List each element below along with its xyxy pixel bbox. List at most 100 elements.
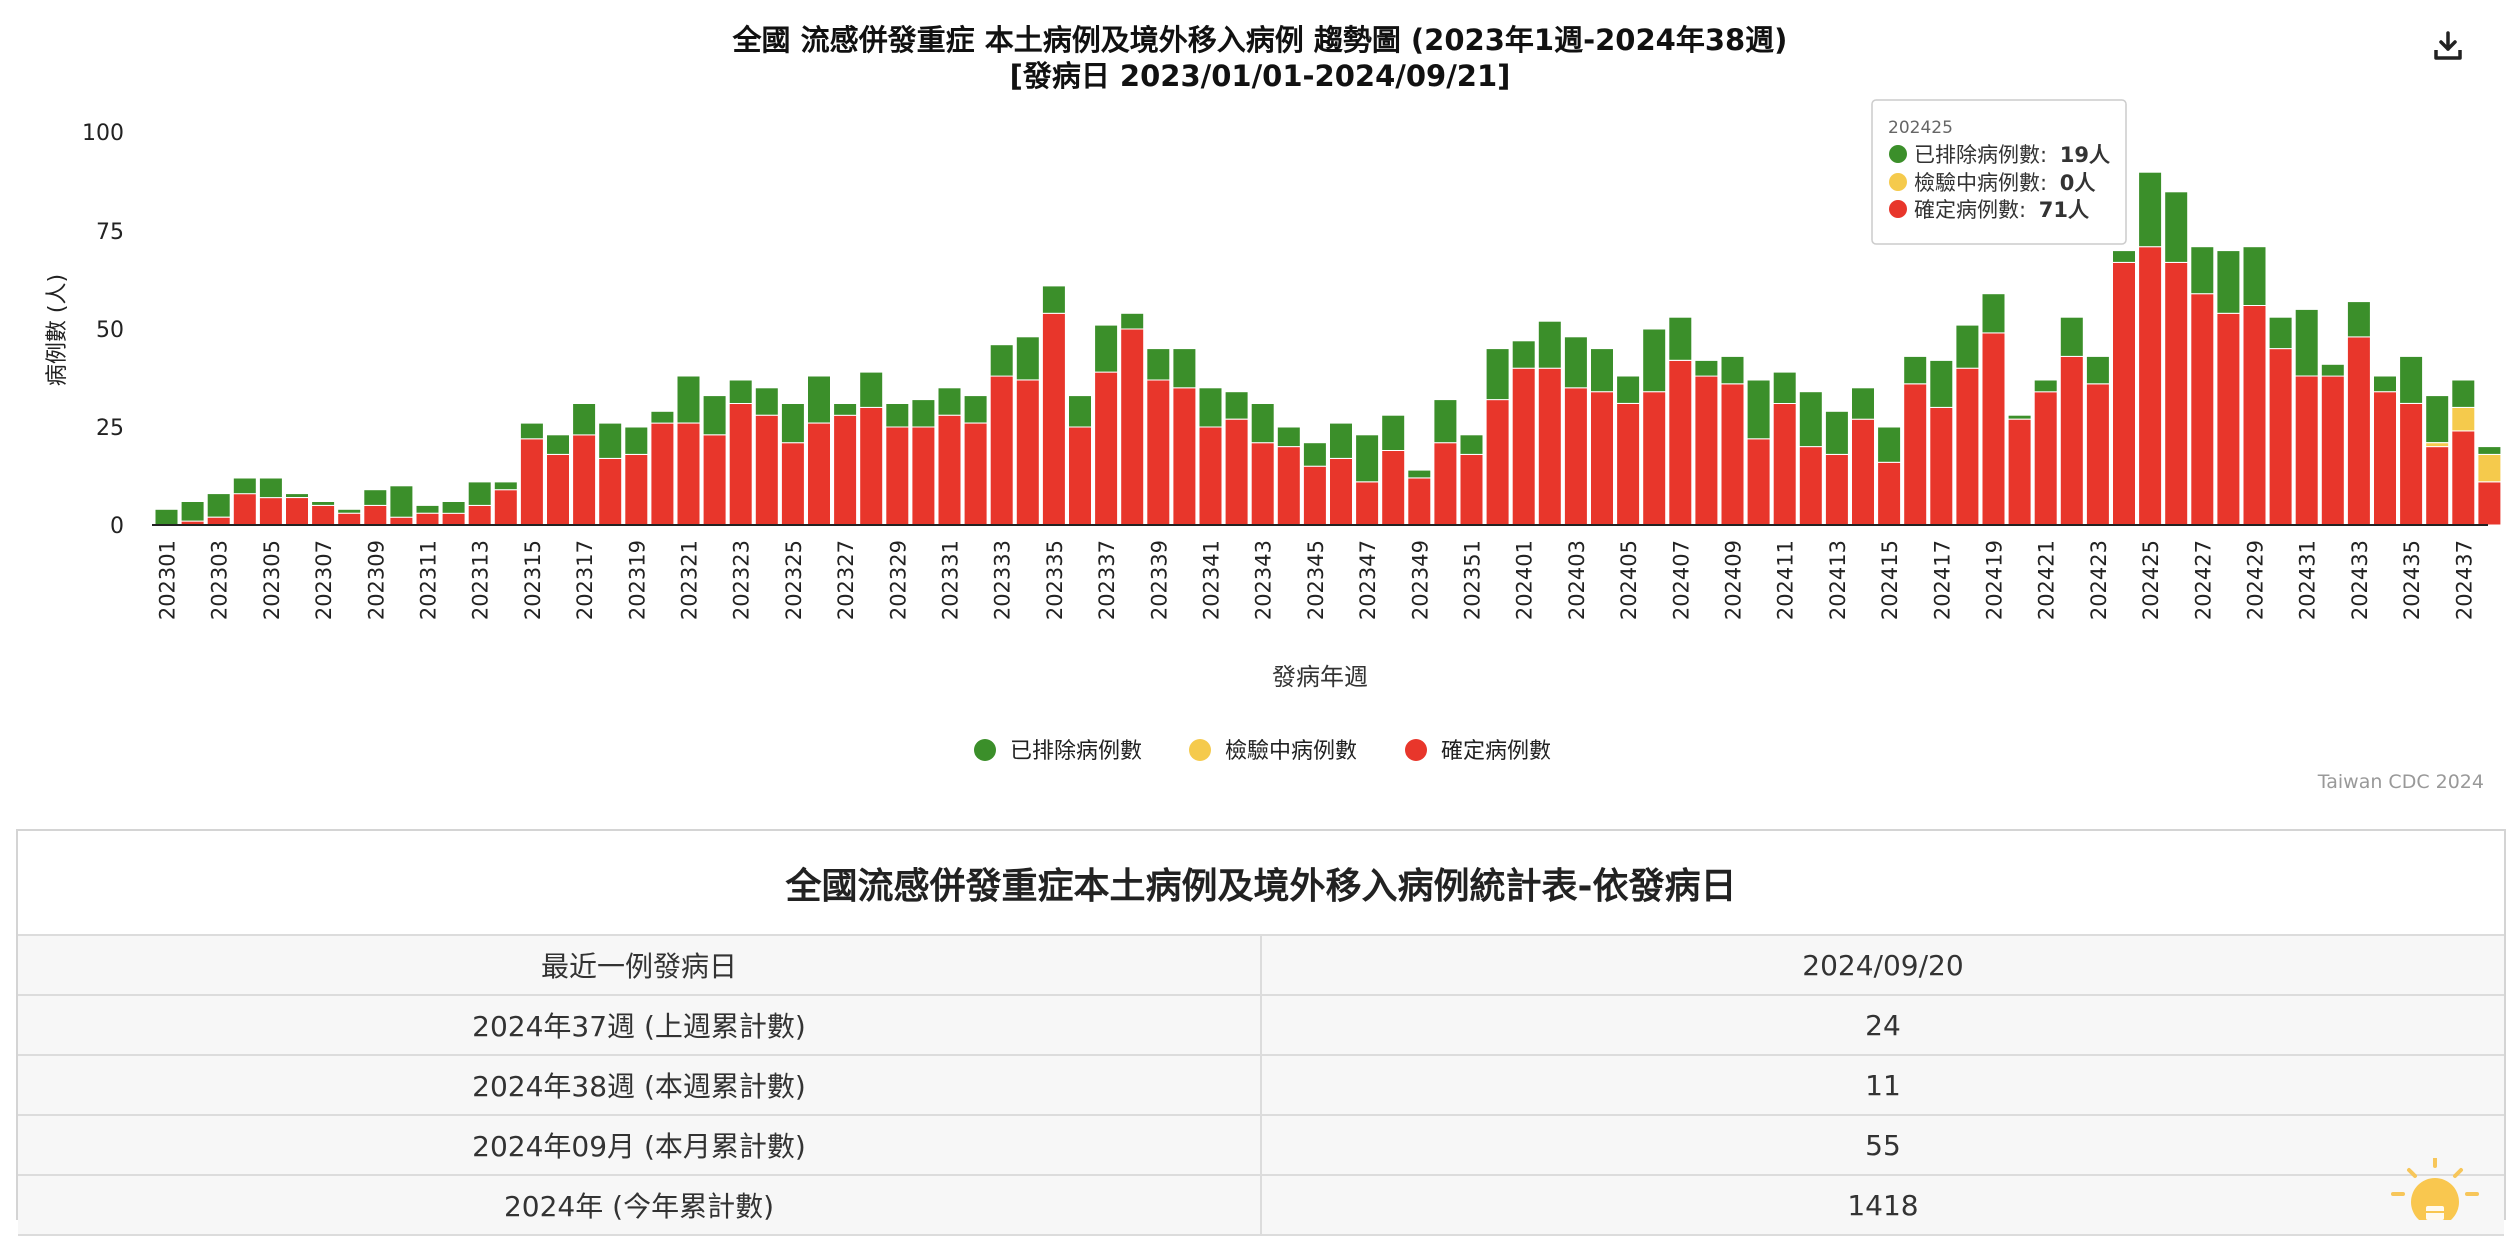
bar-confirmed[interactable] — [2164, 261, 2189, 526]
bar-excluded[interactable] — [180, 501, 205, 522]
bar-excluded[interactable] — [1015, 336, 1040, 381]
bar-confirmed[interactable] — [232, 493, 257, 526]
bar-confirmed[interactable] — [1250, 442, 1275, 526]
bar-confirmed[interactable] — [389, 516, 414, 526]
bar-excluded[interactable] — [780, 403, 805, 444]
bar-confirmed[interactable] — [2033, 391, 2058, 526]
bar-excluded[interactable] — [389, 485, 414, 518]
bar-confirmed[interactable] — [1877, 461, 1902, 526]
bar-confirmed[interactable] — [1720, 383, 1745, 526]
bar-excluded[interactable] — [2451, 379, 2476, 408]
bar-confirmed[interactable] — [1772, 403, 1797, 526]
bar-excluded[interactable] — [1929, 359, 1954, 408]
legend-item-confirmed[interactable]: 確定病例數 — [1405, 739, 1551, 764]
bar-testing[interactable] — [2451, 406, 2476, 432]
bar-excluded[interactable] — [963, 395, 988, 424]
bar-excluded[interactable] — [1590, 348, 1614, 393]
bar-excluded[interactable] — [1459, 434, 1484, 455]
bar-confirmed[interactable] — [1668, 359, 1693, 526]
bar-excluded[interactable] — [2190, 246, 2215, 295]
bar-confirmed[interactable] — [1433, 442, 1458, 526]
bar-confirmed[interactable] — [206, 516, 231, 526]
bar-excluded[interactable] — [2346, 301, 2371, 338]
bar-confirmed[interactable] — [1485, 399, 1510, 526]
bar-excluded[interactable] — [1824, 410, 1849, 455]
bar-excluded[interactable] — [1877, 426, 1902, 463]
bar-confirmed[interactable] — [2059, 355, 2084, 526]
bar-confirmed[interactable] — [937, 414, 962, 526]
bar-excluded[interactable] — [206, 493, 231, 518]
bar-confirmed[interactable] — [1798, 446, 1823, 526]
bar-excluded[interactable] — [154, 508, 179, 526]
bar-excluded[interactable] — [624, 426, 649, 455]
bar-excluded[interactable] — [1955, 324, 1980, 369]
bar-excluded[interactable] — [1329, 422, 1353, 459]
bar-excluded[interactable] — [285, 493, 309, 499]
bar-confirmed[interactable] — [1903, 383, 1928, 526]
bar-confirmed[interactable] — [1824, 453, 1849, 526]
bar-confirmed[interactable] — [258, 497, 283, 526]
bar-excluded[interactable] — [1094, 324, 1119, 373]
bar-confirmed[interactable] — [859, 406, 884, 526]
bar-excluded[interactable] — [363, 489, 388, 506]
bar-confirmed[interactable] — [1120, 328, 1145, 526]
bar-confirmed[interactable] — [546, 453, 570, 526]
bar-excluded[interactable] — [859, 371, 884, 408]
bar-excluded[interactable] — [2477, 446, 2502, 455]
bar-confirmed[interactable] — [1146, 379, 1171, 526]
bar-excluded[interactable] — [676, 375, 701, 424]
bar-excluded[interactable] — [989, 344, 1014, 377]
bar-excluded[interactable] — [232, 477, 257, 495]
bar-confirmed[interactable] — [2190, 293, 2215, 526]
bar-excluded[interactable] — [441, 501, 466, 514]
bar-excluded[interactable] — [1903, 355, 1928, 385]
bar-confirmed[interactable] — [1616, 403, 1641, 526]
bar-excluded[interactable] — [1694, 359, 1719, 377]
bar-excluded[interactable] — [1616, 375, 1641, 404]
bar-confirmed[interactable] — [1068, 426, 1092, 526]
bar-excluded[interactable] — [1407, 469, 1432, 479]
bar-confirmed[interactable] — [415, 512, 440, 526]
bar-confirmed[interactable] — [519, 438, 544, 526]
bar-excluded[interactable] — [807, 375, 831, 424]
bar-confirmed[interactable] — [911, 426, 936, 526]
bar-confirmed[interactable] — [1459, 453, 1484, 526]
bar-excluded[interactable] — [467, 481, 492, 506]
bar-excluded[interactable] — [1485, 348, 1510, 401]
bar-excluded[interactable] — [650, 410, 675, 424]
bar-excluded[interactable] — [2425, 395, 2450, 444]
bar-confirmed[interactable] — [1329, 457, 1353, 526]
bar-confirmed[interactable] — [1198, 426, 1223, 526]
bar-excluded[interactable] — [2007, 414, 2032, 420]
bar-confirmed[interactable] — [1355, 481, 1380, 526]
bar-excluded[interactable] — [937, 387, 962, 416]
bar-confirmed[interactable] — [1172, 387, 1197, 526]
bar-excluded[interactable] — [2294, 308, 2319, 377]
bar-confirmed[interactable] — [1015, 379, 1040, 526]
bar-confirmed[interactable] — [1955, 367, 1980, 526]
bar-excluded[interactable] — [1224, 391, 1249, 420]
bar-confirmed[interactable] — [963, 422, 988, 526]
bar-confirmed[interactable] — [311, 504, 336, 526]
bar-confirmed[interactable] — [1981, 332, 2006, 526]
bar-confirmed[interactable] — [676, 422, 701, 526]
bar-excluded[interactable] — [702, 395, 727, 436]
bar-confirmed[interactable] — [1929, 406, 1954, 526]
bar-confirmed[interactable] — [728, 403, 753, 526]
bar-excluded[interactable] — [1772, 371, 1797, 405]
bar-excluded[interactable] — [885, 403, 910, 428]
bar-confirmed[interactable] — [2268, 348, 2293, 526]
bar-confirmed[interactable] — [807, 422, 831, 526]
bar-confirmed[interactable] — [1407, 477, 1432, 526]
bar-confirmed[interactable] — [2451, 430, 2476, 526]
bar-confirmed[interactable] — [2346, 336, 2371, 526]
bar-excluded[interactable] — [1746, 379, 1771, 440]
bar-confirmed[interactable] — [2425, 446, 2450, 526]
bar-confirmed[interactable] — [572, 434, 597, 526]
bar-confirmed[interactable] — [1094, 371, 1119, 526]
bar-excluded[interactable] — [519, 422, 544, 440]
bar-confirmed[interactable] — [441, 512, 466, 526]
bar-confirmed[interactable] — [337, 512, 362, 526]
bar-confirmed[interactable] — [1041, 312, 1066, 526]
bar-confirmed[interactable] — [1302, 465, 1327, 526]
